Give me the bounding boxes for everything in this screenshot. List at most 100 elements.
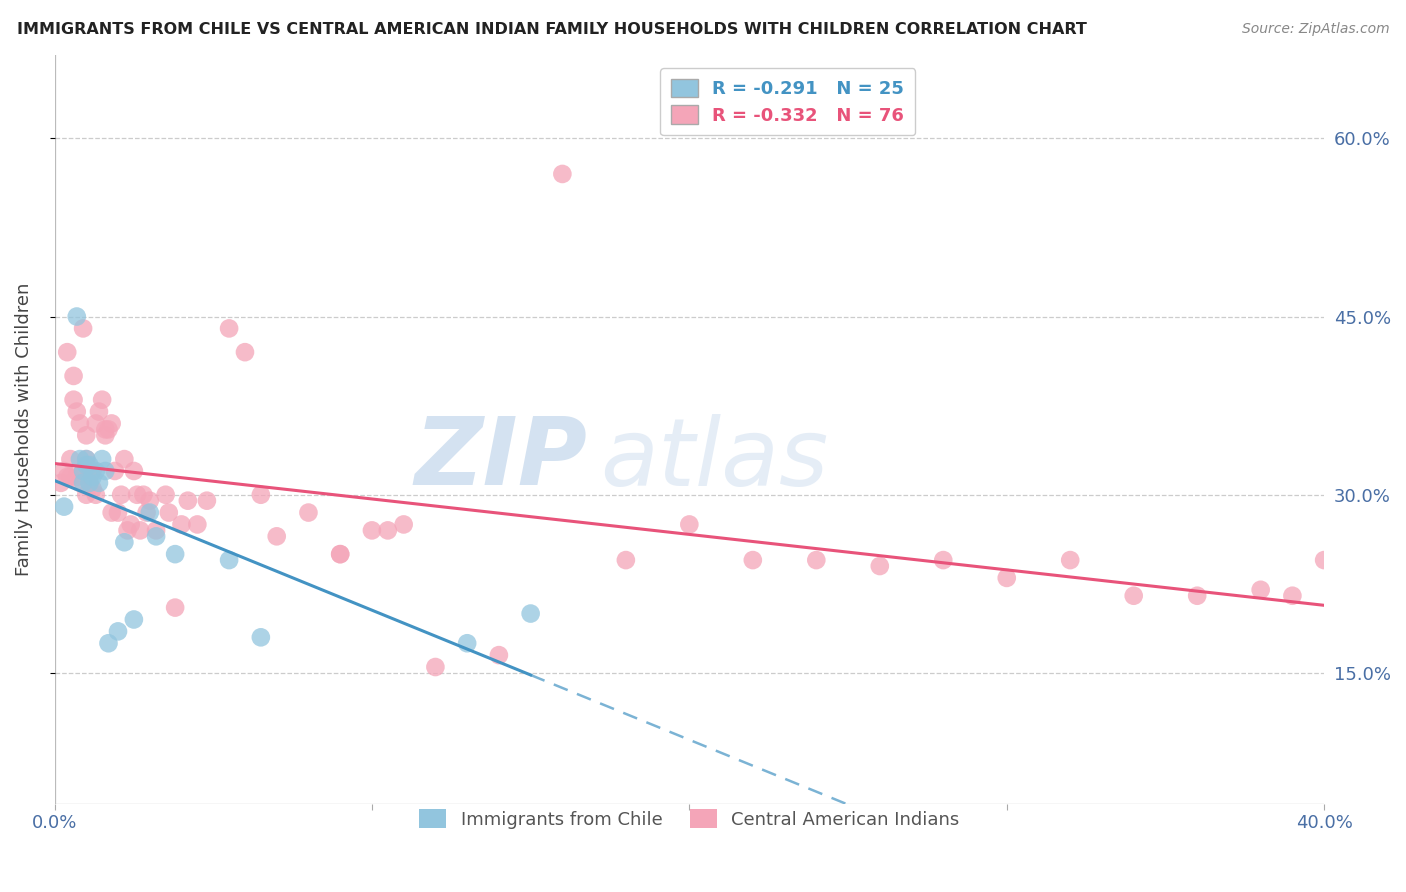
Point <box>87 404 110 418</box>
Point <box>145 529 167 543</box>
Point <box>69 475 91 490</box>
Point <box>107 506 129 520</box>
Point <box>56 470 79 484</box>
Point <box>456 636 478 650</box>
Point <box>1313 553 1336 567</box>
Legend: Immigrants from Chile, Central American Indians: Immigrants from Chile, Central American … <box>412 802 967 836</box>
Point <box>84 488 107 502</box>
Point <box>79 464 101 478</box>
Point <box>1281 589 1303 603</box>
Point <box>107 624 129 639</box>
Point <box>125 488 148 502</box>
Point <box>66 404 89 418</box>
Point <box>53 464 76 478</box>
Point <box>392 517 415 532</box>
Point <box>129 524 152 538</box>
Point <box>297 506 319 520</box>
Point <box>519 607 541 621</box>
Point <box>59 452 82 467</box>
Point <box>139 506 162 520</box>
Point <box>82 464 104 478</box>
Point <box>488 648 510 662</box>
Point <box>177 493 200 508</box>
Point <box>75 488 97 502</box>
Point <box>132 488 155 502</box>
Point <box>53 500 76 514</box>
Point <box>100 417 122 431</box>
Point <box>329 547 352 561</box>
Point <box>79 458 101 472</box>
Point <box>869 559 891 574</box>
Point <box>72 475 94 490</box>
Point <box>112 535 135 549</box>
Point <box>122 464 145 478</box>
Point <box>1250 582 1272 597</box>
Point <box>79 475 101 490</box>
Point <box>195 493 218 508</box>
Point <box>155 488 177 502</box>
Text: atlas: atlas <box>600 414 828 505</box>
Point <box>117 524 139 538</box>
Text: IMMIGRANTS FROM CHILE VS CENTRAL AMERICAN INDIAN FAMILY HOUSEHOLDS WITH CHILDREN: IMMIGRANTS FROM CHILE VS CENTRAL AMERICA… <box>17 22 1087 37</box>
Point <box>69 417 91 431</box>
Point <box>250 488 273 502</box>
Point <box>266 529 288 543</box>
Point <box>62 392 84 407</box>
Point <box>1122 589 1144 603</box>
Point <box>678 517 700 532</box>
Point <box>94 464 117 478</box>
Point <box>75 458 97 472</box>
Point <box>82 470 104 484</box>
Point <box>94 428 117 442</box>
Point <box>75 428 97 442</box>
Point <box>218 321 240 335</box>
Point <box>91 452 114 467</box>
Point <box>66 470 89 484</box>
Point <box>62 368 84 383</box>
Point <box>87 475 110 490</box>
Point <box>75 452 97 467</box>
Point <box>995 571 1018 585</box>
Point <box>932 553 955 567</box>
Point <box>186 517 208 532</box>
Point <box>361 524 384 538</box>
Point <box>94 422 117 436</box>
Point <box>72 464 94 478</box>
Point <box>112 452 135 467</box>
Point <box>139 493 162 508</box>
Point <box>741 553 763 567</box>
Point <box>72 464 94 478</box>
Point <box>75 452 97 467</box>
Y-axis label: Family Households with Children: Family Households with Children <box>15 283 32 576</box>
Point <box>69 452 91 467</box>
Point <box>165 600 187 615</box>
Text: ZIP: ZIP <box>415 413 588 506</box>
Point <box>157 506 180 520</box>
Point <box>165 547 187 561</box>
Point <box>122 612 145 626</box>
Point <box>56 345 79 359</box>
Point <box>72 321 94 335</box>
Point <box>1185 589 1208 603</box>
Point <box>425 660 447 674</box>
Point <box>551 167 574 181</box>
Point <box>120 517 142 532</box>
Text: Source: ZipAtlas.com: Source: ZipAtlas.com <box>1241 22 1389 37</box>
Point <box>135 506 157 520</box>
Point <box>79 475 101 490</box>
Point <box>59 470 82 484</box>
Point <box>49 475 72 490</box>
Point <box>329 547 352 561</box>
Point <box>233 345 256 359</box>
Point <box>97 636 120 650</box>
Point <box>614 553 637 567</box>
Point <box>84 417 107 431</box>
Point <box>110 488 132 502</box>
Point <box>97 422 120 436</box>
Point <box>91 392 114 407</box>
Point <box>806 553 828 567</box>
Point <box>1059 553 1081 567</box>
Point <box>100 506 122 520</box>
Point <box>84 464 107 478</box>
Point <box>377 524 399 538</box>
